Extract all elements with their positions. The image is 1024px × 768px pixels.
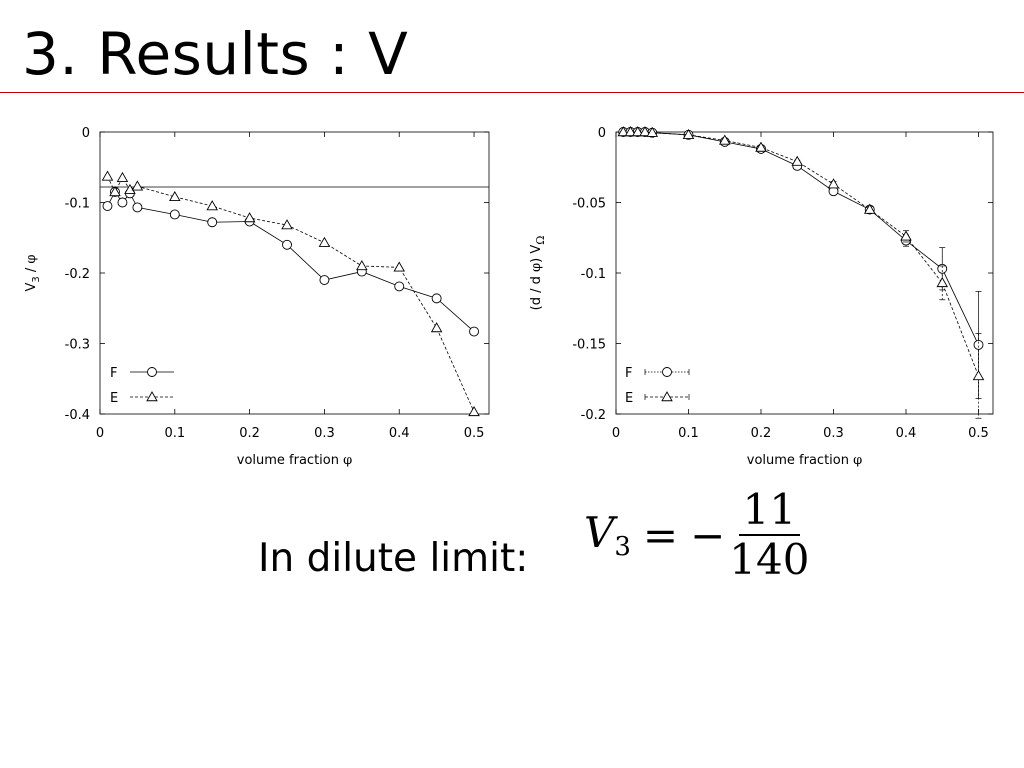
chart2-xaxis-label: volume fraction φ: [747, 453, 862, 468]
chart1-series-F-point: [394, 281, 405, 292]
chart2-series-E-point: [624, 126, 637, 137]
formula-lhs: V3: [584, 508, 631, 563]
chart2-series-E-point: [863, 203, 876, 214]
chart2-xtick-label: 0: [612, 426, 620, 441]
chart2-series-E-point: [755, 141, 767, 152]
chart2-series-E-point: [639, 126, 651, 137]
chart2-series-F-point: [937, 263, 948, 274]
chart1-yaxis-label: V3 / φ: [24, 254, 42, 291]
chart1-series-E-point: [243, 212, 256, 223]
chart2-series-E-point: [718, 134, 731, 145]
chart1-series-F-line: [107, 191, 475, 332]
chart2-ytick-label: -0.1: [581, 267, 606, 282]
chart2-ytick-label: -0.15: [572, 338, 606, 353]
formula-equals: =: [642, 510, 679, 560]
chart1-series-E-point: [318, 236, 331, 247]
dilute-limit-formula: V3 = − 11 140: [584, 487, 810, 585]
chart2-series-E-point: [682, 128, 695, 140]
chart2-series-E-point: [617, 126, 630, 137]
chart2-xtick-label: 0.2: [751, 426, 772, 441]
chart2-series-E-point: [646, 126, 659, 137]
chart1-legend-F-label: F: [110, 366, 117, 381]
chart2-legend-E-marker: [661, 391, 673, 402]
chart1-series-E-point: [281, 219, 293, 230]
chart1-series-E-point: [101, 170, 114, 181]
chart2-xtick-label: 0.3: [823, 426, 844, 441]
chart1-series-F-point: [117, 197, 128, 208]
title-divider: [0, 92, 1024, 93]
chart1-xtick-label: 0.2: [239, 426, 260, 441]
chart1-ytick-label: -0.2: [65, 267, 90, 282]
chart1-series-F-point: [469, 326, 479, 337]
chart1-series-E-point: [131, 180, 144, 191]
chart2-series-E-point: [827, 178, 840, 189]
chart2-ytick-label: -0.2: [581, 408, 606, 423]
chart2-legend-F-marker: [662, 367, 672, 377]
chart1-series-E-point: [468, 405, 480, 417]
chart1-series-E-point: [116, 171, 129, 183]
chart1-series-E-point: [430, 322, 443, 333]
chart1-series-E-point: [169, 190, 181, 202]
chart1-series-F-point: [319, 275, 330, 285]
chart1-xtick-label: 0.5: [464, 426, 485, 441]
chart1-ytick-label: -0.4: [65, 408, 90, 423]
chart2-legend-E-label: E: [625, 391, 633, 406]
chart1-series-F-point: [132, 202, 143, 213]
chart2-xtick-label: 0.4: [896, 426, 917, 441]
chart2-ytick-label: -0.05: [572, 197, 606, 212]
chart2-series-E-point: [972, 370, 985, 381]
chart2-series-E-point: [900, 230, 912, 241]
chart1-series-E-line: [107, 176, 475, 413]
chart1-ytick-label: -0.3: [65, 338, 90, 353]
chart1-series-F-point: [102, 201, 113, 211]
chart1-series-E-point: [393, 261, 406, 272]
chart1-legend-E-marker: [146, 391, 158, 402]
chart2-series-E-point: [791, 155, 804, 166]
formula-sign: −: [690, 510, 726, 560]
chart1-xtick-label: 0: [96, 426, 104, 441]
chart1-series-F-point: [169, 209, 180, 220]
chart1-series-F-point: [282, 239, 292, 250]
chart1-ytick-label: -0.1: [65, 197, 90, 212]
chart1-series-F-point: [207, 217, 218, 228]
chart1-xtick-label: 0.3: [314, 426, 335, 441]
chart2-yaxis-label: (d / d φ) VΩ: [529, 236, 547, 311]
chart2-xtick-label: 0.1: [678, 426, 699, 441]
dilute-limit-label: In dilute limit:: [258, 536, 529, 581]
chart2-legend-F-label: F: [625, 366, 632, 381]
chart1-xtick-label: 0.1: [164, 426, 185, 441]
chart1-xtick-label: 0.4: [389, 426, 410, 441]
chart1-series-F-point: [431, 293, 442, 304]
formula-denominator: 140: [729, 535, 810, 585]
chart2-series-E-point: [936, 276, 949, 288]
formula-numerator: 11: [738, 487, 801, 537]
chart1-ytick-label: 0: [82, 126, 90, 141]
chart2-ytick-label: 0: [598, 126, 606, 141]
chart1-xaxis-label: volume fraction φ: [237, 453, 352, 468]
chart1-legend-E-label: E: [110, 391, 118, 406]
chart1-series-E-point: [206, 200, 218, 211]
chart1-series-E-point: [109, 186, 121, 197]
chart1-series-E-point: [356, 260, 368, 271]
chart1-legend-F-marker: [147, 367, 157, 377]
chart2-series-F-point: [973, 339, 984, 350]
slide-title: 3. Results : V: [22, 20, 409, 88]
chart2-xtick-label: 0.5: [968, 426, 989, 441]
formula-fraction: 11 140: [729, 487, 810, 585]
chart2-series-E-point: [631, 126, 644, 137]
